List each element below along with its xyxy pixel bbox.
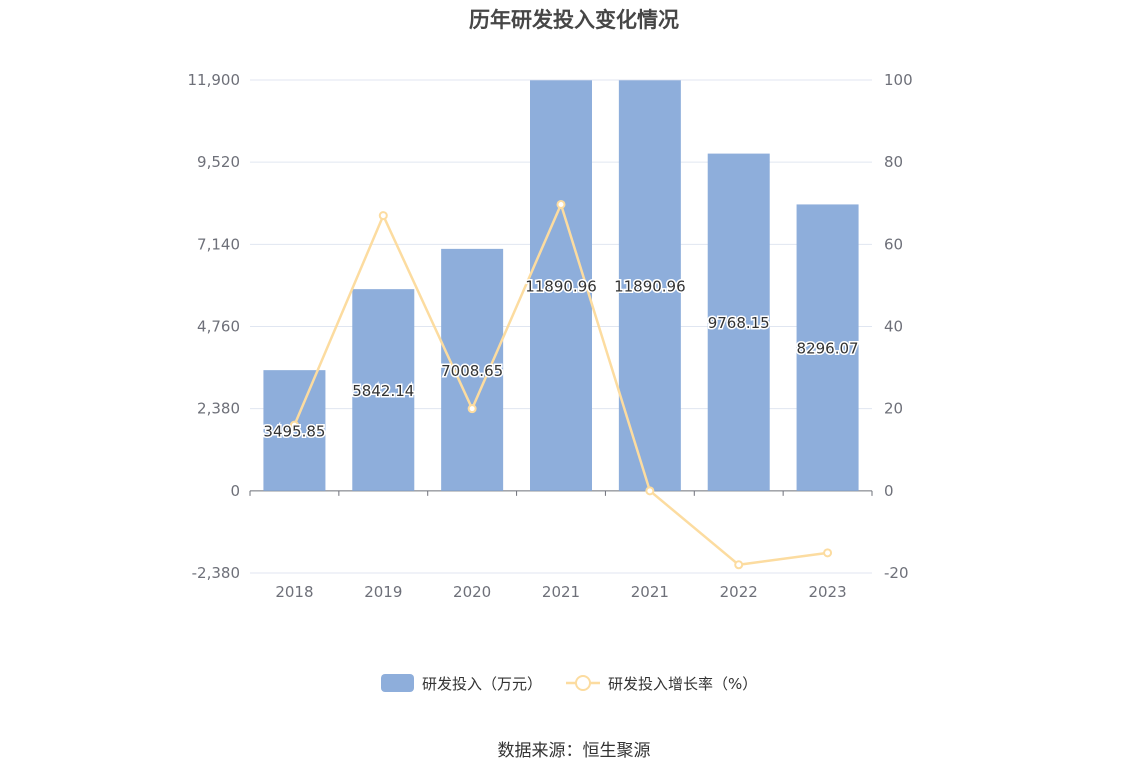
chart-title: 历年研发投入变化情况 [469, 8, 679, 32]
y-right-tick-label: 80 [884, 153, 903, 171]
bar [796, 204, 859, 491]
y-right-tick-label: -20 [884, 564, 909, 582]
bar-value-label: 11890.96 [525, 278, 597, 296]
growth-point [734, 560, 744, 570]
growth-point [289, 420, 299, 430]
growth-point [378, 211, 388, 221]
x-tick-label: 2018 [275, 583, 313, 601]
legend-bar-label: 研发投入（万元） [422, 675, 542, 693]
bar-value-label: 5842.14 [352, 382, 414, 400]
bar [530, 80, 592, 491]
legend-line-label: 研发投入增长率（%） [608, 675, 757, 693]
source-note: 数据来源：恒生聚源 [497, 741, 651, 761]
x-tick-label: 2020 [453, 583, 491, 601]
y-left-tick-label: 4,760 [197, 318, 240, 336]
bar [707, 153, 770, 491]
growth-point [467, 404, 477, 414]
x-tick-label: 2023 [808, 583, 846, 601]
growth-point [645, 486, 655, 496]
y-right-tick-label: 20 [884, 400, 903, 418]
y-left-tick-label: 11,900 [188, 71, 241, 89]
y-right-tick-label: 60 [884, 235, 903, 253]
data-labels: 3495.85 5842.14 7008.65 11890.96 11890.96 976… [262, 276, 860, 442]
y-right-tick-label: 40 [884, 318, 903, 336]
legend-bar-swatch [381, 674, 414, 692]
x-tick-label: 2021 [631, 583, 669, 601]
y-left-tick-label: 9,520 [197, 153, 240, 171]
y-right-tick-label: 0 [884, 482, 894, 500]
y-right-tick-label: 100 [884, 71, 913, 89]
bar [441, 248, 504, 491]
bar-value-label: 11890.96 [614, 278, 686, 296]
bar-value-label: 3495.85 [263, 422, 325, 440]
legend-line-marker [575, 675, 591, 691]
x-tick-label: 2022 [720, 583, 758, 601]
y-left-tick-label: 7,140 [197, 235, 240, 253]
growth-point [556, 199, 566, 209]
growth-point [823, 548, 833, 558]
x-tick-label: 2019 [364, 583, 402, 601]
y-left-tick-label: 0 [230, 482, 240, 500]
line-series [289, 199, 833, 570]
y-left-tick-label: 2,380 [197, 400, 240, 418]
bar-value-label: 9768.15 [708, 314, 770, 332]
x-tick-label: 2021 [542, 583, 580, 601]
y-left-tick-label: -2,380 [192, 564, 240, 582]
bar [263, 370, 326, 491]
bar-series [263, 80, 859, 491]
bar [352, 289, 415, 491]
legend: 研发投入（万元） 研发投入增长率（%） [381, 674, 757, 693]
bar-value-label: 7008.65 [441, 362, 503, 380]
bar-value-label: 8296.07 [797, 340, 859, 358]
